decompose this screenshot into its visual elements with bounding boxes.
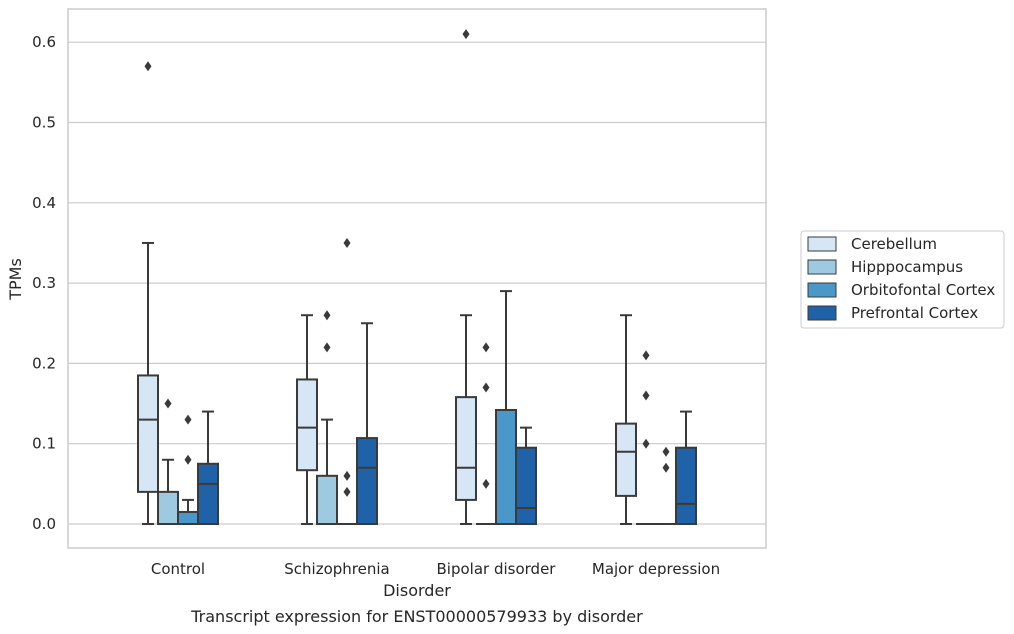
x-tick-label: Major depression (592, 560, 720, 578)
box-body (515, 446, 537, 525)
x-axis-label: Disorder (383, 581, 451, 600)
outlier-point (343, 237, 351, 248)
box-body (455, 396, 477, 501)
box-0-0 (137, 61, 159, 525)
x-tick-label: Schizophrenia (284, 560, 389, 578)
box-2-0 (177, 414, 199, 525)
box-1-0 (157, 398, 179, 526)
box-body (177, 510, 199, 525)
y-tick-label: 0.3 (32, 274, 56, 292)
chart-caption: Transcript expression for ENST0000057993… (190, 607, 643, 626)
box-1-1 (316, 310, 338, 526)
outlier-point (482, 342, 490, 353)
box-3-3 (675, 410, 697, 525)
box-3-0 (197, 410, 219, 525)
box-body (157, 490, 179, 526)
y-tick-labels: 0.0 0.1 0.2 0.3 0.4 0.5 0.6 (32, 33, 56, 533)
y-tick-label: 0.2 (32, 354, 56, 372)
plot-area (68, 9, 766, 548)
outlier-point (343, 486, 351, 497)
legend-label: Cerebellum (851, 235, 937, 253)
box-0-3 (615, 314, 637, 525)
legend-label: Hipppocampus (851, 258, 963, 276)
y-axis-label: TPMs (6, 258, 25, 301)
boxes-layer (137, 29, 697, 526)
outlier-point (662, 462, 670, 473)
legend-label: Prefrontal Cortex (851, 304, 978, 322)
grid-lines (68, 41, 766, 525)
box-1-2 (476, 342, 496, 525)
x-tick-label: Control (151, 560, 205, 578)
box-body (296, 378, 318, 472)
box-2-3 (656, 446, 676, 525)
box-body (356, 437, 378, 526)
outlier-point (164, 398, 172, 409)
outlier-point (662, 446, 670, 457)
outlier-point (642, 438, 650, 449)
outlier-point (482, 478, 490, 489)
box-2-1 (337, 237, 357, 525)
y-tick-label: 0.5 (32, 114, 56, 132)
box-body (197, 462, 219, 525)
legend-swatch (807, 305, 837, 321)
box-body (675, 446, 697, 525)
box-1-3 (636, 350, 656, 525)
outlier-point (184, 414, 192, 425)
legend: Cerebellum Hipppocampus Orbitofontal Corte… (800, 230, 1005, 329)
box-body (495, 408, 517, 525)
outlier-point (144, 61, 152, 72)
x-tick-labels: Control Schizophrenia Bipolar disorder Majo… (151, 560, 720, 578)
box-0-1 (296, 314, 318, 525)
box-body (615, 422, 637, 497)
y-tick-label: 0.0 (32, 515, 56, 533)
legend-frame (800, 230, 1005, 329)
outlier-point (323, 342, 331, 353)
plot-frame (67, 8, 767, 549)
y-tick-label: 0.6 (32, 33, 56, 51)
legend-label: Orbitofontal Cortex (851, 281, 995, 299)
outlier-point (642, 390, 650, 401)
box-body (316, 474, 338, 526)
box-body (137, 374, 159, 493)
outlier-point (482, 382, 490, 393)
box-0-2 (455, 29, 477, 525)
outlier-point (343, 470, 351, 481)
legend-swatch (807, 236, 837, 252)
box-3-1 (356, 322, 378, 526)
legend-swatch (807, 259, 837, 275)
legend-swatch (807, 282, 837, 298)
outlier-point (184, 454, 192, 465)
y-tick-label: 0.1 (32, 435, 56, 453)
outlier-point (462, 29, 470, 40)
x-tick-label: Bipolar disorder (437, 560, 557, 578)
box-3-2 (515, 426, 537, 525)
y-tick-label: 0.4 (32, 194, 56, 212)
outlier-point (323, 310, 331, 321)
outlier-point (642, 350, 650, 361)
